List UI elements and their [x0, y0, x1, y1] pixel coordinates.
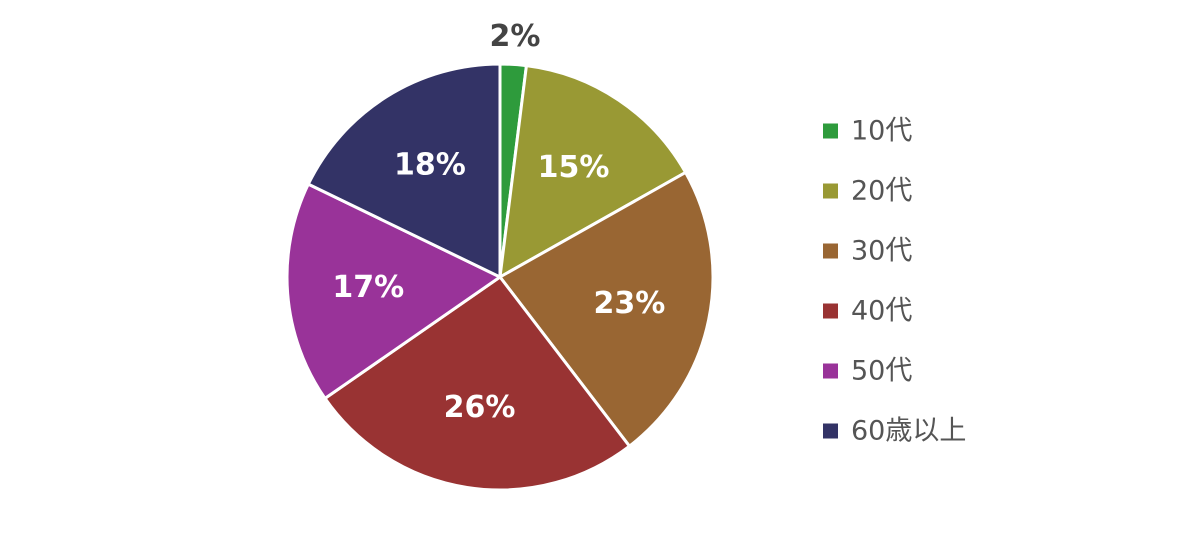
- legend-item: 20代: [823, 176, 912, 207]
- legend-swatch: [823, 363, 838, 379]
- pie-slices: [285, 62, 715, 492]
- legend-item: 60歳以上: [823, 416, 966, 447]
- slice-value-label: 26%: [444, 390, 516, 425]
- legend-label: 10代: [851, 116, 912, 147]
- slice-value-label: 18%: [394, 148, 466, 183]
- legend-item: 50代: [823, 356, 912, 387]
- slice-value-label: 23%: [593, 286, 665, 321]
- legend-item: 30代: [823, 236, 912, 267]
- slice-value-label: 17%: [332, 270, 404, 305]
- slice-3: [498, 170, 715, 448]
- slice-value-label: 2%: [490, 19, 541, 54]
- pie-labels: 2% 15% 23% 26% 17% 18%: [332, 19, 665, 425]
- legend-label: 60歳以上: [851, 416, 966, 447]
- legend-label: 30代: [851, 236, 912, 267]
- slice-4: [323, 275, 631, 492]
- legend: 10代 20代 30代 40代 50代 60歳以上: [823, 116, 966, 447]
- legend-item: 40代: [823, 296, 912, 327]
- legend-label: 50代: [851, 356, 912, 387]
- slice-2: [498, 64, 688, 279]
- slice-6: [306, 62, 502, 279]
- slice-5: [285, 182, 502, 400]
- legend-swatch: [823, 123, 838, 139]
- legend-swatch: [823, 243, 838, 259]
- legend-swatch: [823, 183, 838, 199]
- slice-value-label: 15%: [538, 150, 610, 185]
- legend-label: 40代: [851, 296, 912, 327]
- legend-swatch: [823, 423, 838, 439]
- legend-label: 20代: [851, 176, 912, 207]
- legend-swatch: [823, 303, 838, 319]
- legend-item: 10代: [823, 116, 912, 147]
